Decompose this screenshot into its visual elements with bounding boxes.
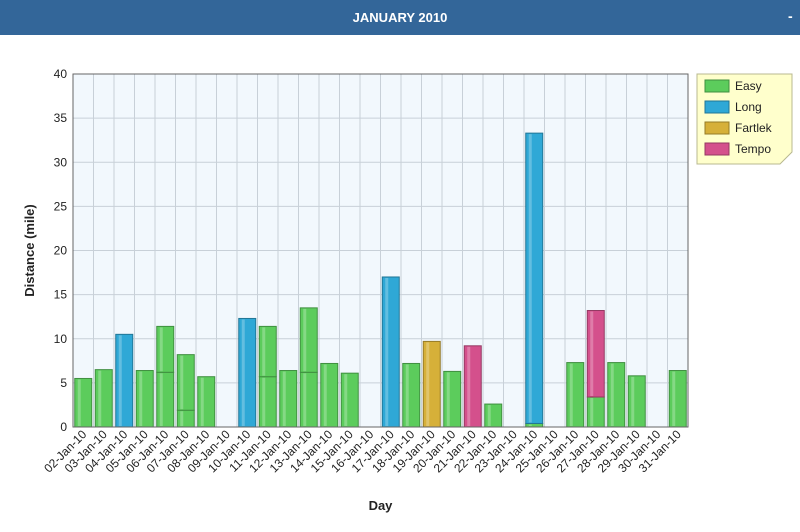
y-tick-label: 30 (54, 155, 68, 169)
legend-swatch-tempo (704, 142, 730, 156)
bar-easy-05-Jan-10[interactable]: Easy 05-Jan-10: 6.4 (135, 370, 154, 428)
bar-highlight (139, 371, 143, 426)
bar-easy-22-Jan-10[interactable]: Easy 22-Jan-10: 2.6 (484, 403, 503, 428)
bar-easy-14-Jan-10[interactable]: Easy 14-Jan-10: 7.2 (320, 362, 339, 428)
y-tick-label: 0 (60, 420, 67, 434)
bar-easy-02-Jan-10[interactable]: Easy 02-Jan-10: 5.5 (74, 377, 93, 428)
bar-highlight (200, 377, 204, 426)
bar-tempo-21-Jan-10[interactable]: Tempo 21-Jan-10: 9.2 (463, 345, 482, 428)
month-header: JANUARY 2010 - (0, 0, 800, 35)
bar-highlight (77, 379, 81, 426)
bar-easy-07-Jan-10[interactable]: Easy 07-Jan-10: 6.3 (176, 354, 195, 411)
legend-box (696, 73, 793, 165)
bar-easy-26-Jan-10[interactable]: Easy 26-Jan-10: 7.3 (566, 362, 585, 428)
bar-highlight (118, 335, 122, 426)
y-tick-labels: 0 5 10 15 20 25 30 35 40 (54, 67, 68, 434)
bar-easy-15-Jan-10[interactable]: Easy 15-Jan-10: 6.1 (340, 372, 359, 428)
legend: Easy Long Fartlek Tempo (696, 73, 793, 165)
bar-highlight (344, 374, 348, 426)
y-tick-label: 5 (60, 376, 67, 390)
bars: Easy 02-Jan-10: 5.5Easy 03-Jan-10: 6.5Lo… (74, 132, 687, 428)
legend-swatch-fartlek (704, 121, 730, 135)
bar-highlight (426, 342, 430, 426)
bar-highlight (323, 364, 327, 426)
y-tick-label: 10 (54, 332, 68, 346)
bar-highlight (241, 319, 245, 426)
bar-highlight (282, 371, 286, 426)
bar-easy-12-Jan-10[interactable]: Easy 12-Jan-10: 6.4 (279, 370, 298, 428)
bar-highlight (180, 411, 184, 426)
legend-label-fartlek: Fartlek (735, 121, 773, 135)
bar-highlight (159, 373, 163, 426)
bar-easy-06-Jan-10[interactable]: Easy 06-Jan-10: 6.2 (156, 371, 175, 428)
bar-easy-11-Jan-10[interactable]: Easy 11-Jan-10: 5.7 (258, 376, 277, 428)
bar-easy-06-Jan-10[interactable]: Easy 06-Jan-10: 5.2 (156, 325, 175, 373)
bar-highlight (303, 308, 307, 372)
x-axis-label: Day (369, 498, 394, 513)
bar-highlight (180, 355, 184, 410)
y-tick-label: 35 (54, 111, 68, 125)
bar-highlight (262, 327, 266, 376)
legend-label-long: Long (735, 100, 762, 114)
bar-highlight (159, 327, 163, 372)
bar-highlight (446, 372, 450, 426)
bar-highlight (98, 370, 102, 426)
bar-long-10-Jan-10[interactable]: Long 10-Jan-10: 12.3 (238, 317, 257, 428)
legend-swatch-long (704, 100, 730, 114)
bar-easy-29-Jan-10[interactable]: Easy 29-Jan-10: 5.8 (627, 375, 646, 428)
bar-easy-13-Jan-10[interactable]: Easy 13-Jan-10: 6.2 (299, 371, 318, 428)
bar-easy-07-Jan-10[interactable]: Easy 07-Jan-10: 1.9 (176, 409, 195, 428)
bar-highlight (385, 277, 389, 426)
plot-frame (72, 73, 689, 428)
bar-highlight (528, 424, 532, 426)
bar-tempo-27-Jan-10[interactable]: Tempo 27-Jan-10: 9.8 (586, 310, 605, 398)
month-title: JANUARY 2010 (352, 10, 448, 25)
bar-highlight (610, 363, 614, 426)
bar-easy-27-Jan-10[interactable]: Easy 27-Jan-10: 3.4 (586, 396, 605, 428)
bar-highlight (467, 346, 471, 426)
bar-highlight (528, 134, 532, 423)
legend-swatch-easy (704, 79, 730, 93)
legend-label-easy: Easy (735, 79, 762, 93)
bar-highlight (631, 376, 635, 426)
legend-label-tempo: Tempo (735, 142, 771, 156)
bar-highlight (262, 377, 266, 426)
bar-easy-18-Jan-10[interactable]: Easy 18-Jan-10: 7.2 (402, 362, 421, 428)
bar-highlight (590, 311, 594, 396)
bar-easy-20-Jan-10[interactable]: Easy 20-Jan-10: 6.3 (443, 370, 462, 428)
bar-easy-11-Jan-10[interactable]: Easy 11-Jan-10: 5.7 (258, 325, 277, 378)
bar-long-17-Jan-10[interactable]: Long 17-Jan-10: 17 (381, 276, 400, 428)
y-tick-label: 40 (54, 67, 68, 81)
bar-highlight (303, 373, 307, 426)
y-tick-label: 15 (54, 288, 68, 302)
bar-easy-08-Jan-10[interactable]: Easy 08-Jan-10: 5.7 (197, 376, 216, 428)
bar-easy-13-Jan-10[interactable]: Easy 13-Jan-10: 7.3 (299, 307, 318, 373)
bar-long-04-Jan-10[interactable]: Long 04-Jan-10: 10.5 (115, 333, 134, 428)
grid-lines (73, 73, 688, 428)
bar-highlight (487, 405, 491, 426)
bar-highlight (405, 364, 409, 426)
bar-long-24-Jan-10[interactable]: Long 24-Jan-10: 32.9 (525, 132, 544, 424)
bar-easy-28-Jan-10[interactable]: Easy 28-Jan-10: 7.3 (607, 362, 626, 428)
bar-easy-31-Jan-10[interactable]: Easy 31-Jan-10: 6.4 (668, 370, 687, 428)
bar-easy-24-Jan-10[interactable]: Easy 24-Jan-10: 0.4 (525, 422, 544, 428)
x-tick-labels: 02-Jan-1003-Jan-1004-Jan-1005-Jan-1006-J… (41, 427, 684, 475)
y-axis-label: Distance (mile) (22, 204, 37, 296)
bar-easy-03-Jan-10[interactable]: Easy 03-Jan-10: 6.5 (94, 369, 113, 428)
collapse-icon[interactable]: - (788, 8, 793, 24)
bar-highlight (569, 363, 573, 426)
bar-highlight (672, 371, 676, 426)
bar-highlight (590, 397, 594, 426)
y-tick-label: 20 (54, 244, 68, 258)
bar-fartlek-19-Jan-10[interactable]: Fartlek 19-Jan-10: 9.7 (422, 340, 441, 428)
y-tick-label: 25 (54, 199, 68, 213)
